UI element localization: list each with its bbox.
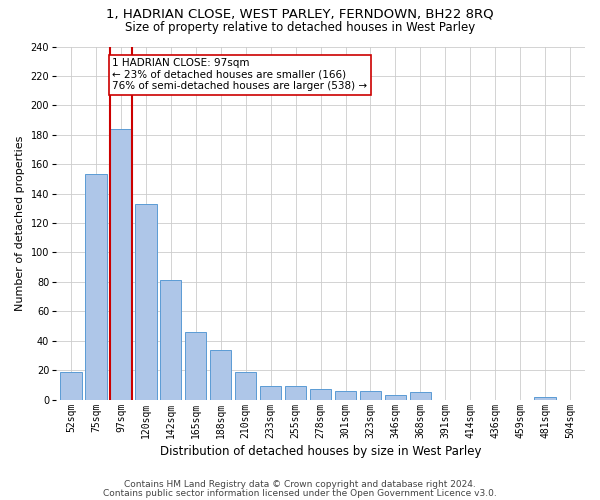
Bar xyxy=(310,389,331,400)
Bar xyxy=(385,395,406,400)
Text: Contains HM Land Registry data © Crown copyright and database right 2024.: Contains HM Land Registry data © Crown c… xyxy=(124,480,476,489)
Bar xyxy=(335,390,356,400)
Bar xyxy=(410,392,431,400)
Bar xyxy=(210,350,232,400)
Text: Size of property relative to detached houses in West Parley: Size of property relative to detached ho… xyxy=(125,21,475,34)
Text: 1 HADRIAN CLOSE: 97sqm
← 23% of detached houses are smaller (166)
76% of semi-de: 1 HADRIAN CLOSE: 97sqm ← 23% of detached… xyxy=(112,58,367,92)
Bar xyxy=(360,390,381,400)
Bar xyxy=(136,204,157,400)
Bar xyxy=(260,386,281,400)
Bar xyxy=(185,332,206,400)
Y-axis label: Number of detached properties: Number of detached properties xyxy=(15,136,25,310)
X-axis label: Distribution of detached houses by size in West Parley: Distribution of detached houses by size … xyxy=(160,444,481,458)
Bar xyxy=(85,174,107,400)
Bar xyxy=(160,280,181,400)
Bar xyxy=(61,372,82,400)
Bar xyxy=(110,129,131,400)
Text: 1, HADRIAN CLOSE, WEST PARLEY, FERNDOWN, BH22 8RQ: 1, HADRIAN CLOSE, WEST PARLEY, FERNDOWN,… xyxy=(106,8,494,20)
Bar xyxy=(535,396,556,400)
Text: Contains public sector information licensed under the Open Government Licence v3: Contains public sector information licen… xyxy=(103,489,497,498)
Bar xyxy=(285,386,306,400)
Bar xyxy=(235,372,256,400)
